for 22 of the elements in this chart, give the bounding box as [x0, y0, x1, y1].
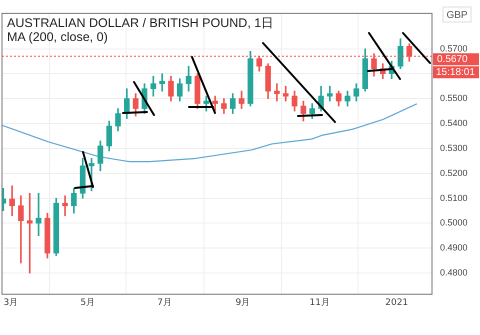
candlestick [62, 195, 68, 216]
chart-title: AUSTRALIAN DOLLAR / BRITISH POUND, 1日 [7, 16, 274, 30]
ref-line-label: 0.5670 [437, 54, 468, 66]
y-tick-label: 0.5300 [440, 142, 468, 153]
x-tick-label: 2021 [385, 298, 408, 308]
y-tick-label: 0.5400 [440, 118, 468, 128]
x-tick-label: 11月 [310, 298, 330, 308]
text: GBP [446, 10, 468, 21]
x-tick-label: 3月 [3, 298, 18, 308]
x-tick-label: 9月 [235, 298, 250, 308]
y-tick-label: 0.4800 [440, 268, 468, 278]
y-tick-label: 0.5700 [440, 43, 468, 54]
candlestick [36, 192, 42, 236]
text: MA (200, close, 0) [7, 30, 108, 44]
y-tick-label: 0.4900 [440, 242, 468, 253]
text: 15:18:01 [436, 67, 476, 78]
y-tick-label: 0.5100 [440, 192, 468, 203]
x-tick-label: 7月 [157, 298, 172, 308]
x-tick-label: 5月 [80, 298, 96, 308]
y-tick-label: 0.5200 [440, 168, 468, 178]
y-tick-label: 0.5500 [440, 93, 468, 104]
y-tick-label: 0.5000 [440, 218, 468, 228]
